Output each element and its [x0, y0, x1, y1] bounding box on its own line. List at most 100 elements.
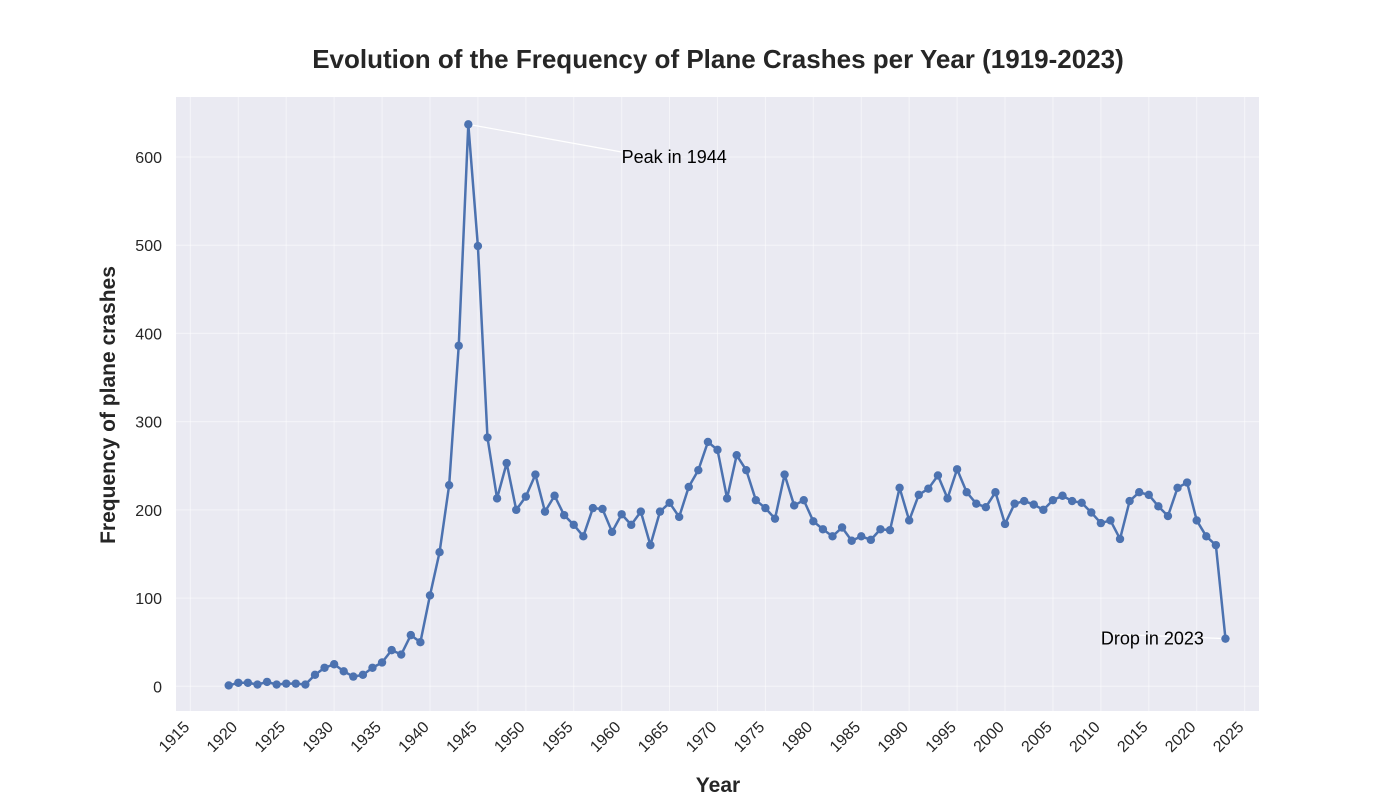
- data-point: [512, 505, 521, 515]
- data-point: [646, 540, 655, 550]
- data-point: [857, 532, 866, 541]
- data-point: [243, 678, 253, 687]
- annotation-arrows: [468, 123, 1226, 640]
- data-point: [1077, 498, 1086, 508]
- x-tick-label: 1915: [156, 719, 193, 756]
- data-point: [253, 680, 262, 689]
- x-tick-label: 1970: [683, 719, 720, 756]
- data-point: [770, 514, 780, 523]
- data-point: [876, 525, 885, 534]
- data-point: [1106, 516, 1115, 525]
- data-point: [885, 525, 895, 535]
- data-point: [559, 510, 569, 520]
- data-point: [1163, 511, 1173, 521]
- x-tick-label: 1990: [875, 719, 912, 756]
- x-tick-label: 1935: [348, 719, 385, 756]
- data-point: [1067, 496, 1077, 506]
- x-tick-label: 1930: [300, 719, 337, 756]
- data-point: [972, 499, 981, 508]
- data-point: [837, 523, 847, 532]
- data-point: [358, 670, 368, 680]
- data-point: [550, 491, 559, 500]
- data-point: [502, 458, 511, 468]
- data-point: [473, 241, 483, 251]
- data-point: [1096, 518, 1106, 528]
- data-point: [1125, 496, 1134, 506]
- data-point: [991, 488, 1000, 497]
- x-tick-label: 1980: [779, 719, 816, 756]
- data-point: [866, 535, 876, 545]
- data-point: [1029, 500, 1038, 509]
- grid: [176, 97, 1259, 711]
- data-point: [1134, 488, 1144, 497]
- x-tick-label: 1950: [491, 719, 528, 756]
- data-point: [694, 465, 703, 475]
- y-tick-label: 200: [135, 503, 162, 520]
- annotations: Peak in 1944 Drop in 2023: [622, 147, 1204, 649]
- y-tick-label: 100: [135, 591, 162, 608]
- data-point: [1144, 490, 1153, 500]
- x-tick-label: 1975: [731, 719, 768, 756]
- data-point: [1010, 499, 1019, 508]
- data-point: [1039, 505, 1048, 515]
- x-tick-label: 2020: [1162, 719, 1199, 756]
- data-point: [444, 480, 454, 490]
- data-point: [282, 679, 291, 688]
- chart-title: Evolution of the Frequency of Plane Cras…: [312, 44, 1124, 74]
- data-point: [1192, 516, 1201, 525]
- data-point: [531, 470, 540, 479]
- x-tick-label: 2025: [1210, 719, 1247, 756]
- data-point: [368, 663, 377, 672]
- data-point: [435, 548, 444, 557]
- data-point: [627, 520, 636, 530]
- x-tick-label: 2005: [1019, 719, 1056, 756]
- data-point: [818, 525, 828, 534]
- data-point: [665, 498, 674, 508]
- data-point: [1154, 502, 1163, 511]
- x-tick-label: 1925: [252, 719, 289, 756]
- annotation-label: Peak in 1944: [622, 147, 727, 167]
- x-tick-label: 1920: [204, 719, 241, 756]
- data-point: [799, 495, 808, 505]
- data-point: [540, 507, 550, 516]
- x-tick-label: 2010: [1067, 719, 1104, 756]
- data-point: [713, 445, 722, 455]
- x-tick-label: 1995: [923, 719, 960, 756]
- x-tick-label: 1965: [635, 719, 672, 756]
- data-point: [1019, 496, 1029, 506]
- data-point: [655, 507, 665, 516]
- data-point: [377, 658, 387, 667]
- x-tick-label: 1940: [396, 719, 433, 756]
- series-group: [224, 120, 1230, 690]
- data-point: [579, 532, 588, 541]
- annotation-arrow: [1100, 633, 1226, 640]
- data-point: [320, 663, 329, 672]
- data-point: [1173, 483, 1182, 493]
- data-point: [742, 465, 751, 475]
- data-point: [962, 488, 971, 497]
- data-point: [895, 483, 904, 493]
- data-point: [761, 503, 770, 513]
- data-point: [234, 678, 243, 687]
- data-point: [674, 512, 684, 522]
- data-point: [1087, 508, 1096, 517]
- data-point: [416, 637, 425, 647]
- y-tick-label: 500: [135, 238, 162, 255]
- data-point: [464, 120, 473, 129]
- data-point: [272, 680, 281, 689]
- x-tick-label: 1955: [539, 719, 576, 756]
- data-point: [224, 681, 233, 690]
- data-point: [904, 516, 914, 525]
- annotation-label: Drop in 2023: [1101, 629, 1204, 649]
- data-point: [329, 660, 339, 669]
- data-point: [1211, 540, 1221, 550]
- x-tick-label: 2000: [971, 719, 1008, 756]
- data-point: [569, 520, 578, 530]
- data-point: [828, 532, 837, 541]
- data-point: [406, 630, 416, 640]
- data-point: [636, 507, 646, 516]
- data-point: [1221, 634, 1230, 643]
- x-tick-label: 1985: [827, 719, 864, 756]
- data-point: [425, 591, 435, 600]
